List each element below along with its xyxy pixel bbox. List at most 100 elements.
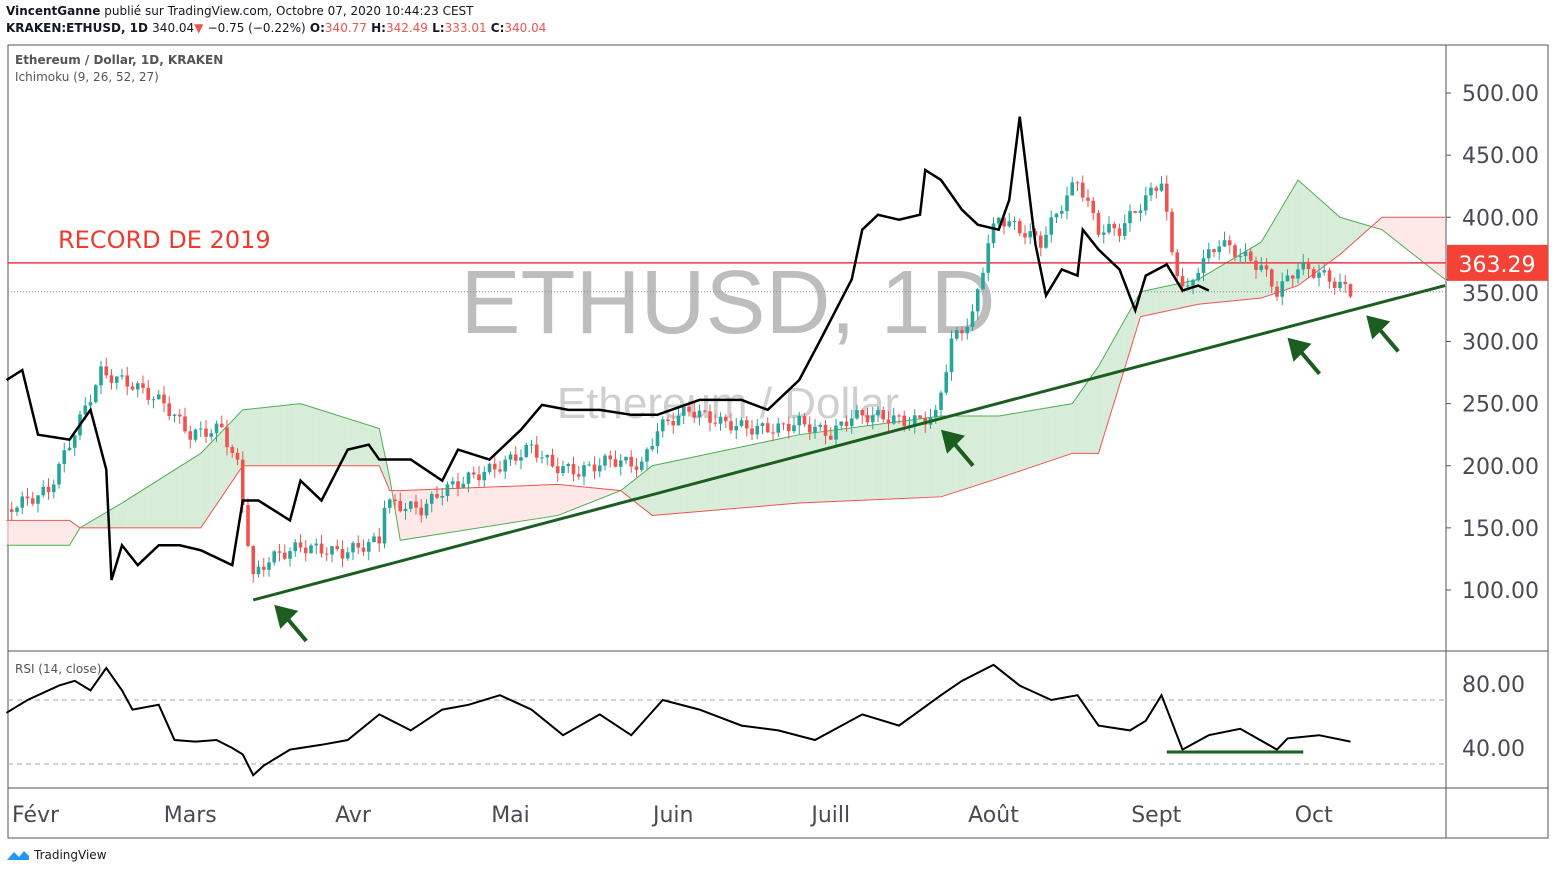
candle-body: [20, 496, 25, 508]
candle-body: [235, 452, 240, 460]
candle-body: [482, 472, 487, 481]
footer-brand[interactable]: TradingView: [6, 848, 107, 862]
ichimoku-cloud-segment: [458, 488, 464, 532]
ichimoku-cloud-segment: [1303, 184, 1309, 282]
candle-body: [88, 402, 93, 406]
time-tick-label: Févr: [12, 803, 60, 828]
ichimoku-cloud-segment: [111, 506, 117, 528]
ichimoku-cloud-segment: [846, 427, 852, 501]
indicator-legend[interactable]: Ichimoku (9, 26, 52, 27): [15, 70, 159, 84]
ichimoku-cloud-segment: [542, 484, 548, 518]
candle-body: [676, 415, 681, 426]
ichimoku-cloud-segment: [410, 489, 416, 539]
candle-body: [1070, 182, 1075, 196]
ichimoku-cloud-segment: [484, 487, 490, 528]
ichimoku-cloud-segment: [1424, 217, 1430, 267]
ichimoku-cloud-segment: [11, 520, 17, 546]
candle-body: [970, 311, 975, 327]
ichimoku-cloud-segment: [353, 420, 359, 466]
candle-body: [708, 411, 712, 423]
candle-body: [335, 546, 340, 550]
ichimoku-cloud-segment: [442, 488, 448, 534]
ichimoku-cloud-segment: [185, 459, 191, 528]
candle-body: [125, 375, 130, 387]
candle-body: [450, 481, 455, 485]
publish-date: publié sur TradingView.com, Octobre 07, …: [104, 4, 474, 18]
ichimoku-cloud-segment: [190, 456, 196, 528]
candle-body: [477, 474, 481, 481]
ichimoku-cloud-segment: [447, 488, 453, 533]
ichimoku-cloud-segment: [1329, 207, 1335, 263]
candle-body: [1002, 217, 1006, 227]
candle-body: [219, 423, 224, 428]
ichimoku-cloud-segment: [158, 476, 164, 528]
ichimoku-cloud-segment: [174, 466, 180, 528]
candle-body: [193, 429, 198, 440]
candle-body: [671, 421, 676, 426]
candle-body: [540, 457, 544, 459]
candle-body: [1243, 251, 1248, 257]
candle-body: [156, 394, 161, 400]
ichimoku-cloud-segment: [720, 450, 726, 510]
ichimoku-cloud-segment: [400, 490, 406, 541]
candle-body: [828, 435, 833, 440]
ichimoku-cloud-segment: [179, 463, 185, 528]
rsi-tick-label: 40.00: [1462, 737, 1525, 762]
ichimoku-cloud-segment: [1025, 410, 1031, 470]
ichimoku-cloud-segment: [636, 474, 642, 508]
candle-body: [114, 376, 119, 383]
candle-body: [1049, 217, 1054, 235]
arrow-up-left-icon: [274, 604, 299, 629]
candle-body: [46, 486, 51, 493]
candle-body: [792, 425, 796, 432]
candle-body: [1059, 211, 1064, 214]
ichimoku-cloud-segment: [809, 432, 815, 503]
price-change: −0.75 (−0.22%): [207, 21, 306, 35]
low-value: 333.01: [444, 21, 487, 35]
candle-body: [67, 447, 72, 451]
ichimoku-cloud-segment: [1056, 405, 1062, 459]
candle-body: [177, 414, 182, 417]
candle-body: [960, 330, 964, 334]
candle-body: [834, 425, 838, 440]
candle-body: [645, 449, 649, 462]
candle-body: [624, 456, 628, 461]
candle-body: [1180, 276, 1185, 287]
ichimoku-cloud-segment: [332, 413, 338, 466]
chart-border: [7, 44, 1549, 839]
ichimoku-cloud-segment: [914, 418, 920, 498]
ichimoku-cloud-segment: [48, 520, 54, 546]
candle-body: [918, 415, 922, 419]
ichimoku-cloud-segment: [1376, 217, 1382, 230]
candle-body: [807, 424, 812, 433]
candle-body: [1296, 269, 1300, 279]
candle-body: [555, 466, 560, 474]
candle-body: [230, 447, 235, 453]
ichimoku-cloud-segment: [1161, 286, 1167, 313]
candle-body: [498, 469, 502, 472]
symbol-info: KRAKEN:ETHUSD, 1D 340.04▼ −0.75 (−0.22%)…: [6, 21, 546, 35]
ichimoku-cloud-segment: [232, 415, 238, 482]
high-label: H:: [371, 21, 386, 35]
candle-body: [566, 463, 571, 467]
ichimoku-cloud-segment: [295, 403, 301, 466]
candle-body: [345, 552, 350, 559]
ichimoku-cloud-segment: [200, 447, 206, 528]
rsi-legend[interactable]: RSI (14, close): [15, 662, 102, 676]
candle-body: [1017, 221, 1022, 234]
ichimoku-span-b: [6, 216, 1445, 529]
candle-body: [471, 472, 476, 475]
candle-body: [135, 383, 140, 390]
ichimoku-cloud-segment: [1208, 270, 1214, 304]
candle-body: [72, 435, 77, 448]
candle-body: [1122, 223, 1127, 236]
candle-body: [1117, 228, 1122, 236]
candle-body: [277, 551, 282, 553]
candle-body: [293, 542, 298, 552]
ichimoku-cloud-segment: [211, 437, 217, 513]
candle-body: [435, 493, 439, 498]
ichimoku-cloud-segment: [710, 452, 716, 511]
ichimoku-cloud-segment: [1340, 217, 1346, 255]
candle-body: [844, 421, 849, 427]
